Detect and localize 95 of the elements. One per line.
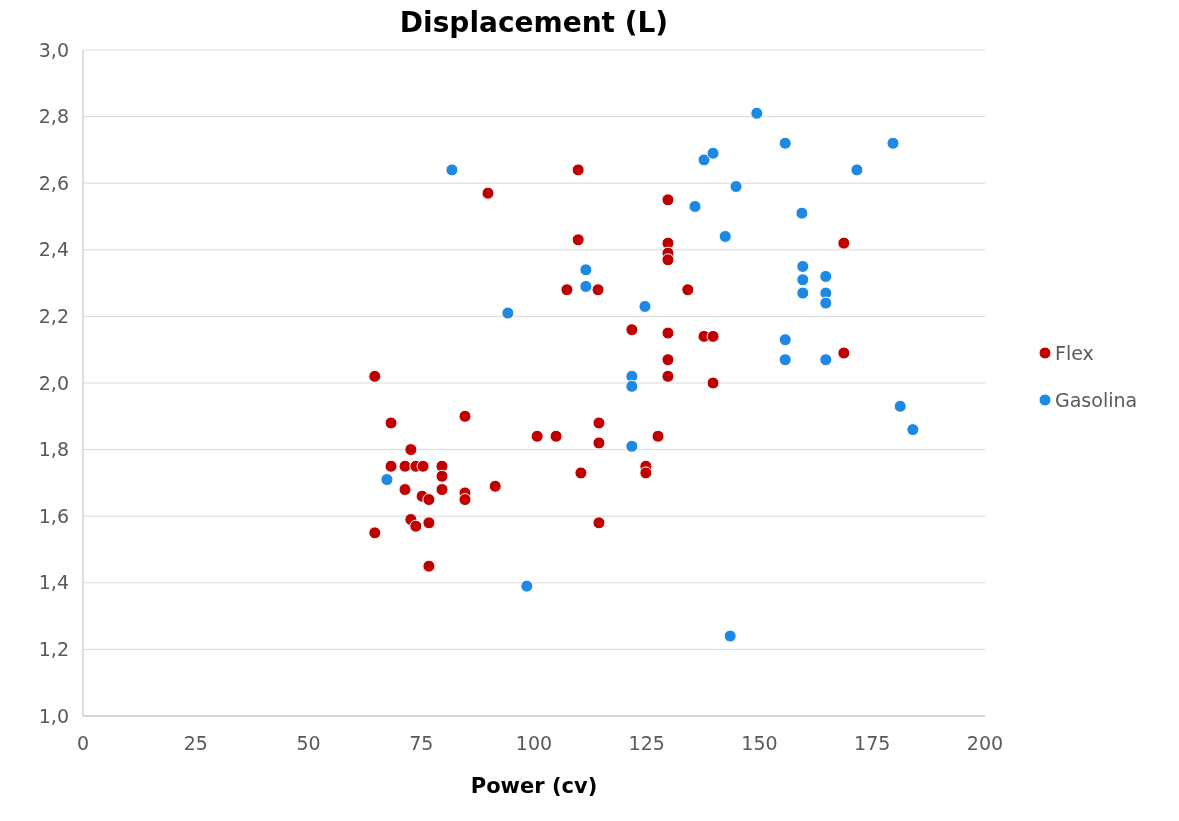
point [850, 163, 864, 177]
x-tick-label: 200 [966, 732, 1004, 754]
point [409, 519, 423, 533]
point [796, 286, 810, 300]
point [368, 369, 382, 383]
point [549, 429, 563, 443]
point [819, 296, 833, 310]
point [398, 483, 412, 497]
x-tick-label: 125 [628, 732, 665, 754]
y-tick-label: 1,0 [38, 704, 69, 727]
point [571, 163, 585, 177]
x-tick-label: 75 [409, 732, 434, 754]
y-tick-label: 2,6 [38, 171, 69, 194]
point [574, 466, 588, 480]
point [638, 299, 652, 313]
legend-label: Gasolina [1055, 388, 1138, 411]
legend-label: Flex [1055, 341, 1094, 364]
y-tick-label: 2,2 [38, 305, 69, 328]
y-tick-label: 1,6 [38, 504, 69, 527]
point [819, 353, 833, 367]
point [368, 526, 382, 540]
point [458, 493, 472, 507]
point [422, 559, 436, 573]
point [819, 269, 833, 283]
point [445, 163, 459, 177]
point [481, 186, 495, 200]
point [706, 146, 720, 160]
x-tick-label: 50 [296, 732, 321, 754]
point [416, 459, 430, 473]
point [893, 399, 907, 413]
point [778, 136, 792, 150]
point [661, 326, 675, 340]
point [520, 579, 534, 593]
point [661, 193, 675, 207]
x-tick-label: 100 [515, 732, 553, 754]
point [422, 516, 436, 530]
point [435, 469, 449, 483]
point [750, 106, 764, 120]
point [625, 323, 639, 337]
point [560, 283, 574, 297]
y-tick-label: 2,4 [38, 238, 69, 261]
y-tick-label: 2,8 [38, 105, 69, 128]
point [435, 483, 449, 497]
x-tick-label: 175 [854, 732, 891, 754]
point [501, 306, 515, 320]
point [380, 473, 394, 487]
y-tick-label: 1,8 [38, 438, 69, 461]
point [706, 329, 720, 343]
x-tick-label: 150 [741, 732, 778, 754]
point [723, 629, 737, 643]
point [398, 459, 412, 473]
point [530, 429, 544, 443]
point [488, 479, 502, 493]
y-tick-label: 1,4 [38, 571, 69, 594]
point [384, 459, 398, 473]
x-tick-label: 0 [76, 732, 90, 754]
point [778, 353, 792, 367]
x-axis-title: Power (cv) [470, 774, 598, 798]
point [778, 333, 792, 347]
point [592, 516, 606, 530]
point [404, 443, 418, 457]
point [796, 259, 810, 273]
point [639, 466, 653, 480]
point [592, 416, 606, 430]
point [422, 493, 436, 507]
point [651, 429, 665, 443]
point [795, 206, 809, 220]
point [718, 229, 732, 243]
point [579, 263, 593, 277]
point [796, 273, 810, 287]
point [625, 439, 639, 453]
y-tick-label: 3,0 [38, 38, 69, 61]
point [729, 180, 743, 194]
point [886, 136, 900, 150]
point [837, 346, 851, 360]
point [688, 200, 702, 214]
y-tick-label: 2,0 [38, 371, 69, 394]
point [384, 416, 398, 430]
point [579, 279, 593, 293]
point [681, 283, 695, 297]
point [458, 409, 472, 423]
point [591, 283, 605, 297]
point [571, 233, 585, 247]
point [661, 253, 675, 267]
point [906, 423, 920, 437]
point [625, 379, 639, 393]
point [661, 369, 675, 383]
point [697, 153, 711, 167]
y-tick-label: 1,2 [38, 638, 69, 661]
point [837, 236, 851, 250]
point [592, 436, 606, 450]
point [661, 353, 675, 367]
chart-title: Displacement (L) [399, 6, 669, 39]
point [706, 376, 720, 390]
x-tick-label: 25 [183, 732, 208, 754]
